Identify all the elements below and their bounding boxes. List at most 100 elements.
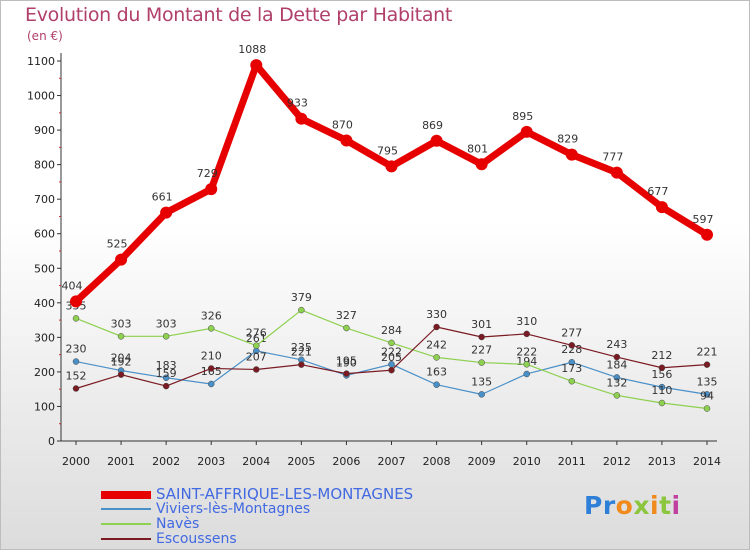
data-point [385,160,398,173]
data-point [162,382,170,390]
data-label: 895 [512,110,533,123]
data-label: 870 [332,118,353,131]
x-tick-label: 2011 [558,455,586,468]
data-label: 677 [647,185,668,198]
data-point [613,392,621,399]
x-tick-label: 2006 [332,455,360,468]
y-tick-label: 500 [34,262,55,275]
data-label: 277 [561,326,582,339]
data-point [430,134,443,147]
data-label: 192 [111,356,132,369]
data-label: 159 [156,367,177,380]
data-point [658,383,666,391]
data-point [298,306,305,314]
data-label: 869 [422,119,443,132]
data-label: 330 [426,308,447,321]
data-label: 184 [606,358,627,371]
data-point [478,359,485,366]
legend-label: Viviers-lès-Montagnes [156,501,311,517]
data-point [478,391,485,398]
data-label: 230 [66,343,87,356]
data-label: 327 [336,309,357,322]
legend-label: SAINT-AFFRIQUE-LES-MONTAGNES [156,485,414,503]
data-point [520,125,533,138]
data-label: 242 [426,338,447,351]
data-point [433,381,440,388]
logo-letter: x [633,491,650,520]
logo-letter: P [584,491,603,520]
series-line [72,61,711,305]
y-tick-label: 1000 [27,90,55,103]
chart-title: Evolution du Montant de la Dette par Hab… [25,4,453,26]
legend-swatch [101,523,151,525]
data-label: 132 [606,376,627,389]
chart-unit-label: (en €) [27,29,63,43]
x-tick-label: 2002 [152,455,180,468]
data-point [207,380,215,388]
x-tick-label: 2007 [378,455,406,468]
data-point [703,361,711,368]
data-label: 597 [693,213,714,226]
data-point [388,339,395,347]
data-label: 156 [651,368,672,381]
data-point [475,158,488,171]
data-label: 310 [516,315,537,328]
data-label: 379 [291,291,312,304]
data-label: 110 [651,384,672,397]
legend-label: Escoussens [156,531,237,547]
data-point [207,325,215,332]
data-point [343,324,350,332]
logo-letter: i [650,491,660,520]
y-tick-label: 600 [34,228,55,241]
y-tick-label: 700 [34,193,55,206]
data-point [72,315,80,322]
data-point [207,365,215,372]
data-label: 829 [557,133,578,146]
data-point [433,354,440,361]
data-label: 135 [697,375,718,388]
data-label: 195 [336,355,357,368]
data-label: 212 [651,349,672,362]
data-point [343,370,350,377]
data-point [117,371,125,378]
data-point [250,59,263,72]
data-label: 525 [107,238,128,251]
data-label: 326 [201,309,222,322]
data-label: 183 [156,359,177,372]
data-label: 1088 [238,43,266,56]
data-point [613,353,621,361]
data-point [703,405,711,412]
data-label: 301 [471,318,492,331]
data-label: 235 [291,341,312,354]
data-label: 173 [561,362,582,375]
y-tick-label: 900 [34,124,55,137]
data-point [162,374,170,382]
data-point [433,323,440,331]
data-point [610,166,623,179]
x-tick-label: 2000 [62,455,90,468]
x-tick-label: 2014 [693,455,721,468]
data-label: 661 [152,191,173,204]
y-tick-label: 200 [34,366,55,379]
data-point [115,253,128,266]
data-point [253,366,260,373]
data-label: 729 [197,167,218,180]
legend-swatch [101,538,151,540]
x-tick-label: 2008 [423,455,451,468]
logo-letter: r [602,491,616,520]
data-label: 243 [606,338,627,351]
legend-item-naves: Navès [101,516,199,532]
data-label: 190 [336,356,357,369]
y-tick-label: 400 [34,297,55,310]
data-point [295,112,308,125]
legend-item-viviers: Viviers-lès-Montagnes [101,501,310,517]
data-label: 227 [471,344,492,357]
data-label: 94 [700,390,714,403]
data-point [72,385,80,392]
data-point [388,366,395,374]
data-point [253,342,260,349]
data-label: 135 [471,375,492,388]
x-tick-label: 2005 [287,455,315,468]
x-tick-label: 2009 [468,455,496,468]
